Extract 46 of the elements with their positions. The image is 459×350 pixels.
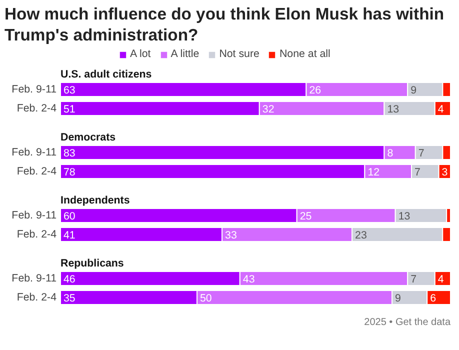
data-label: 60 xyxy=(64,210,76,222)
data-label: 43 xyxy=(242,274,255,286)
chart-title: Independents xyxy=(60,194,130,206)
y-tick-label: Feb. 9-11 xyxy=(12,146,57,158)
data-label: 26 xyxy=(309,84,322,96)
data-label: 9 xyxy=(410,84,417,96)
data-label: 12 xyxy=(368,166,380,178)
data-label: 63 xyxy=(64,84,76,96)
chart-title: Democrats xyxy=(60,132,116,144)
y-tick-label: Feb. 2-4 xyxy=(16,292,57,304)
data-label: 25 xyxy=(300,210,312,222)
chart-title: Republicans xyxy=(60,258,124,270)
data-label: 6 xyxy=(430,292,436,304)
data-label: 3 xyxy=(442,166,448,178)
data-label: 4 xyxy=(438,104,444,116)
data-label: 4 xyxy=(438,274,444,286)
text: 2025 • Get the data xyxy=(364,317,451,328)
data-label: 13 xyxy=(387,104,400,116)
y-tick-label: Feb. 2-4 xyxy=(16,102,57,114)
y-tick-label: Feb. 2-4 xyxy=(16,166,57,178)
data-label: 32 xyxy=(262,104,274,116)
data-label: 83 xyxy=(64,148,76,160)
data-label: 33 xyxy=(225,230,237,242)
y-tick-label: Feb. 9-11 xyxy=(12,272,57,284)
data-label: 41 xyxy=(64,230,76,242)
data-label: 23 xyxy=(355,230,367,242)
y-tick-label: Feb. 9-11 xyxy=(12,84,57,96)
data-label: 51 xyxy=(64,104,76,116)
data-label: 7 xyxy=(410,274,417,286)
data-label: 46 xyxy=(64,274,76,286)
data-label: 78 xyxy=(64,166,76,178)
chart-subtitle: U.S. adult citizens xyxy=(60,68,152,80)
data-label: 35 xyxy=(64,292,76,304)
legend-label: Not sure xyxy=(219,48,260,60)
chart-title: How much influence do you think Elon Musk has within Trump's administration? xyxy=(4,4,444,44)
legend-label: None at all xyxy=(279,48,330,60)
data-label: 7 xyxy=(414,166,420,178)
data-label: 50 xyxy=(200,292,212,304)
data-label: 9 xyxy=(395,292,401,304)
legend-label: A little xyxy=(170,48,200,60)
legend-label: A lot xyxy=(130,48,151,60)
data-label: 13 xyxy=(398,210,410,222)
y-tick-label: Feb. 2-4 xyxy=(16,228,57,240)
data-label: 8 xyxy=(387,148,394,160)
data-label: 7 xyxy=(418,148,424,160)
y-tick-label: Feb. 9-11 xyxy=(12,210,57,222)
